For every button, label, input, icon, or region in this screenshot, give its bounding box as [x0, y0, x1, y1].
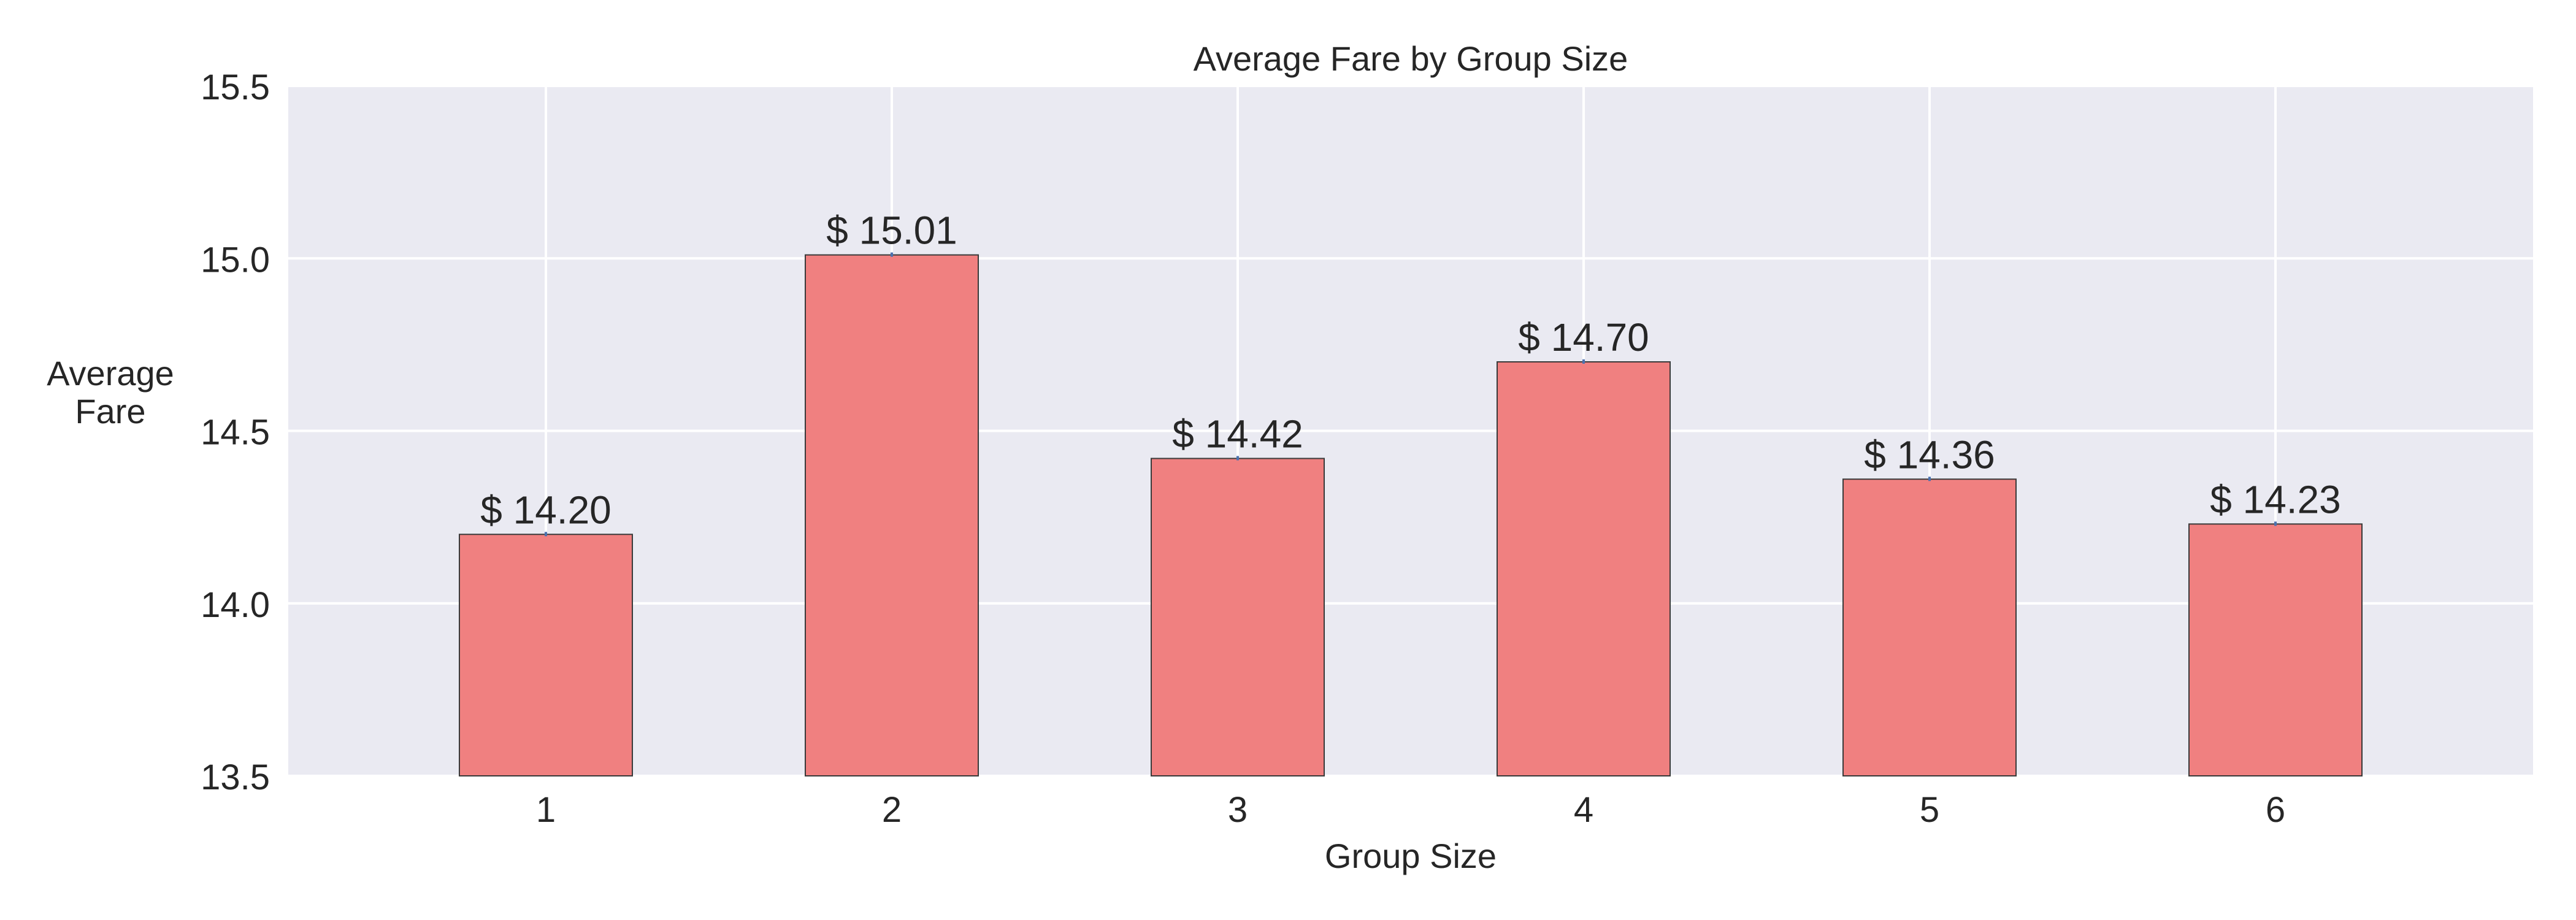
x-tick-label: 6: [2266, 790, 2285, 830]
y-tick-label: 14.5: [201, 413, 270, 453]
data-label: $ 14.36: [1864, 432, 1995, 477]
data-label: $ 14.20: [480, 488, 611, 532]
bars: [459, 252, 2363, 776]
data-label: $ 15.01: [826, 209, 957, 253]
x-tick-label: 3: [1228, 790, 1248, 830]
bar-2: [805, 254, 979, 776]
bar-3: [1151, 458, 1325, 776]
x-axis-ticks: 1 2 3 4 5 6: [536, 790, 2285, 830]
x-tick-label: 5: [1920, 790, 1939, 830]
data-label: $ 14.23: [2210, 477, 2341, 521]
data-labels: $ 14.20 $ 15.01 $ 14.42 $ 14.70 $ 14.36 $ 14.…: [480, 209, 2341, 532]
bar-1: [459, 534, 633, 776]
y-axis-label: Average Fare: [47, 354, 174, 431]
x-tick-label: 4: [1574, 790, 1593, 830]
bar-5: [1842, 478, 2017, 776]
chart-title: Average Fare by Group Size: [1194, 39, 1628, 78]
y-axis-ticks: 13.5 14.0 14.5 15.0 15.5: [201, 67, 270, 797]
x-axis-label: Group Size: [1325, 837, 1497, 875]
x-tick-label: 2: [882, 790, 902, 830]
data-label: $ 14.42: [1172, 412, 1303, 456]
y-tick-label: 15.5: [201, 67, 270, 107]
y-tick-label: 13.5: [201, 757, 270, 797]
bar-4: [1497, 361, 1671, 776]
x-tick-label: 1: [536, 790, 556, 830]
y-tick-label: 15.0: [201, 240, 270, 280]
data-label: $ 14.70: [1518, 315, 1649, 359]
y-tick-label: 14.0: [201, 585, 270, 625]
bar-6: [2188, 523, 2363, 776]
